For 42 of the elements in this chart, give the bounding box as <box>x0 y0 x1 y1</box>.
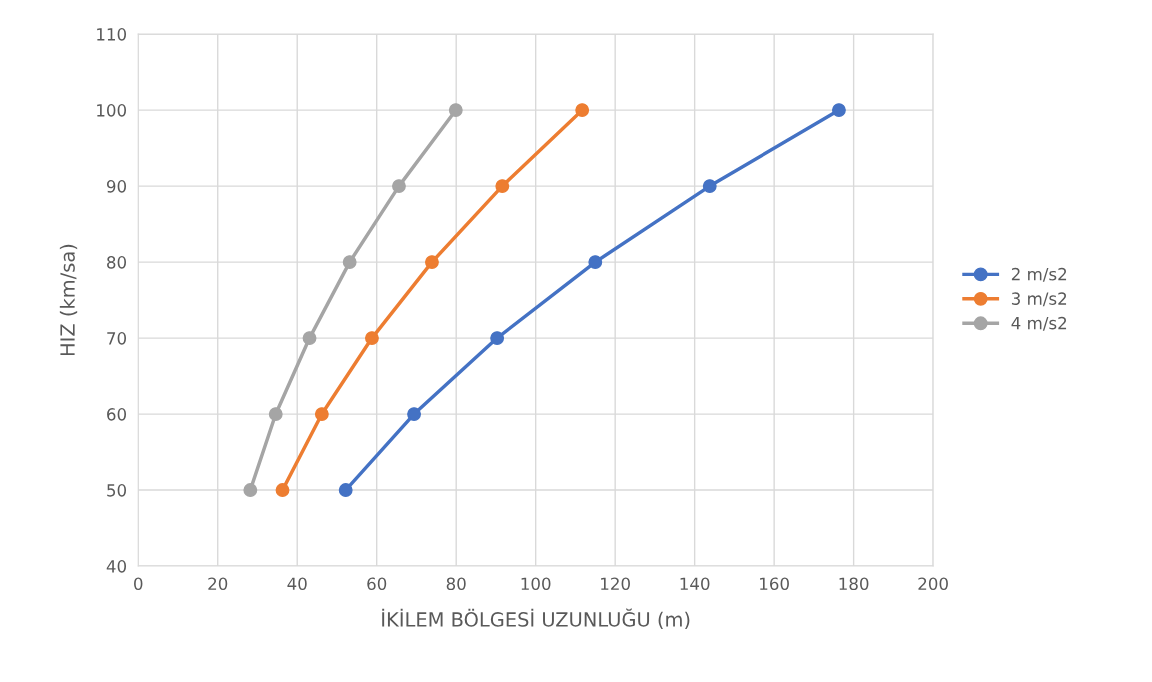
point <box>575 103 590 118</box>
legend-label: 4 m/s2 <box>1011 316 1067 331</box>
y-tick-label: 60 <box>107 408 127 421</box>
point <box>243 483 258 498</box>
x-tick-label: 100 <box>521 577 551 591</box>
x-tick-label: 140 <box>680 577 710 591</box>
y-tick-label: 50 <box>107 484 127 497</box>
point <box>275 483 290 498</box>
x-tick-label: 120 <box>601 577 630 591</box>
legend-label: 2 m/s2 <box>1011 267 1067 282</box>
y-tick-label: 110 <box>97 28 127 41</box>
x-tick-label: 60 <box>367 577 387 591</box>
point <box>392 179 406 194</box>
y-axis-title: HIZ (km/sa) <box>59 244 78 356</box>
point <box>314 407 329 422</box>
legend-label: 3 m/s2 <box>1011 292 1067 307</box>
point <box>407 407 422 422</box>
x-tick-label: 160 <box>760 577 789 591</box>
x-tick-label: 0 <box>134 577 143 591</box>
x-tick-label: 80 <box>446 577 466 591</box>
y-tick-label: 40 <box>106 560 127 573</box>
point <box>448 103 463 118</box>
x-tick-label: 200 <box>918 577 948 591</box>
point <box>425 255 439 270</box>
point <box>490 331 505 346</box>
x-tick-label: 180 <box>839 577 869 591</box>
point <box>495 179 510 194</box>
point <box>702 179 717 194</box>
y-tick-label: 70 <box>107 332 127 345</box>
point <box>268 407 283 422</box>
y-tick-label: 100 <box>97 104 127 117</box>
y-tick-label: 90 <box>106 180 127 193</box>
point <box>302 331 317 346</box>
point <box>338 483 353 498</box>
y-tick-label: 80 <box>107 256 127 269</box>
x-axis-title: İKİLEM BÖLGESİ UZUNLUĞU (m) <box>382 608 690 630</box>
point <box>342 255 357 270</box>
point <box>364 331 379 346</box>
point <box>831 103 846 118</box>
x-tick-label: 20 <box>208 577 228 591</box>
point <box>588 255 603 270</box>
x-tick-label: 40 <box>287 577 307 591</box>
